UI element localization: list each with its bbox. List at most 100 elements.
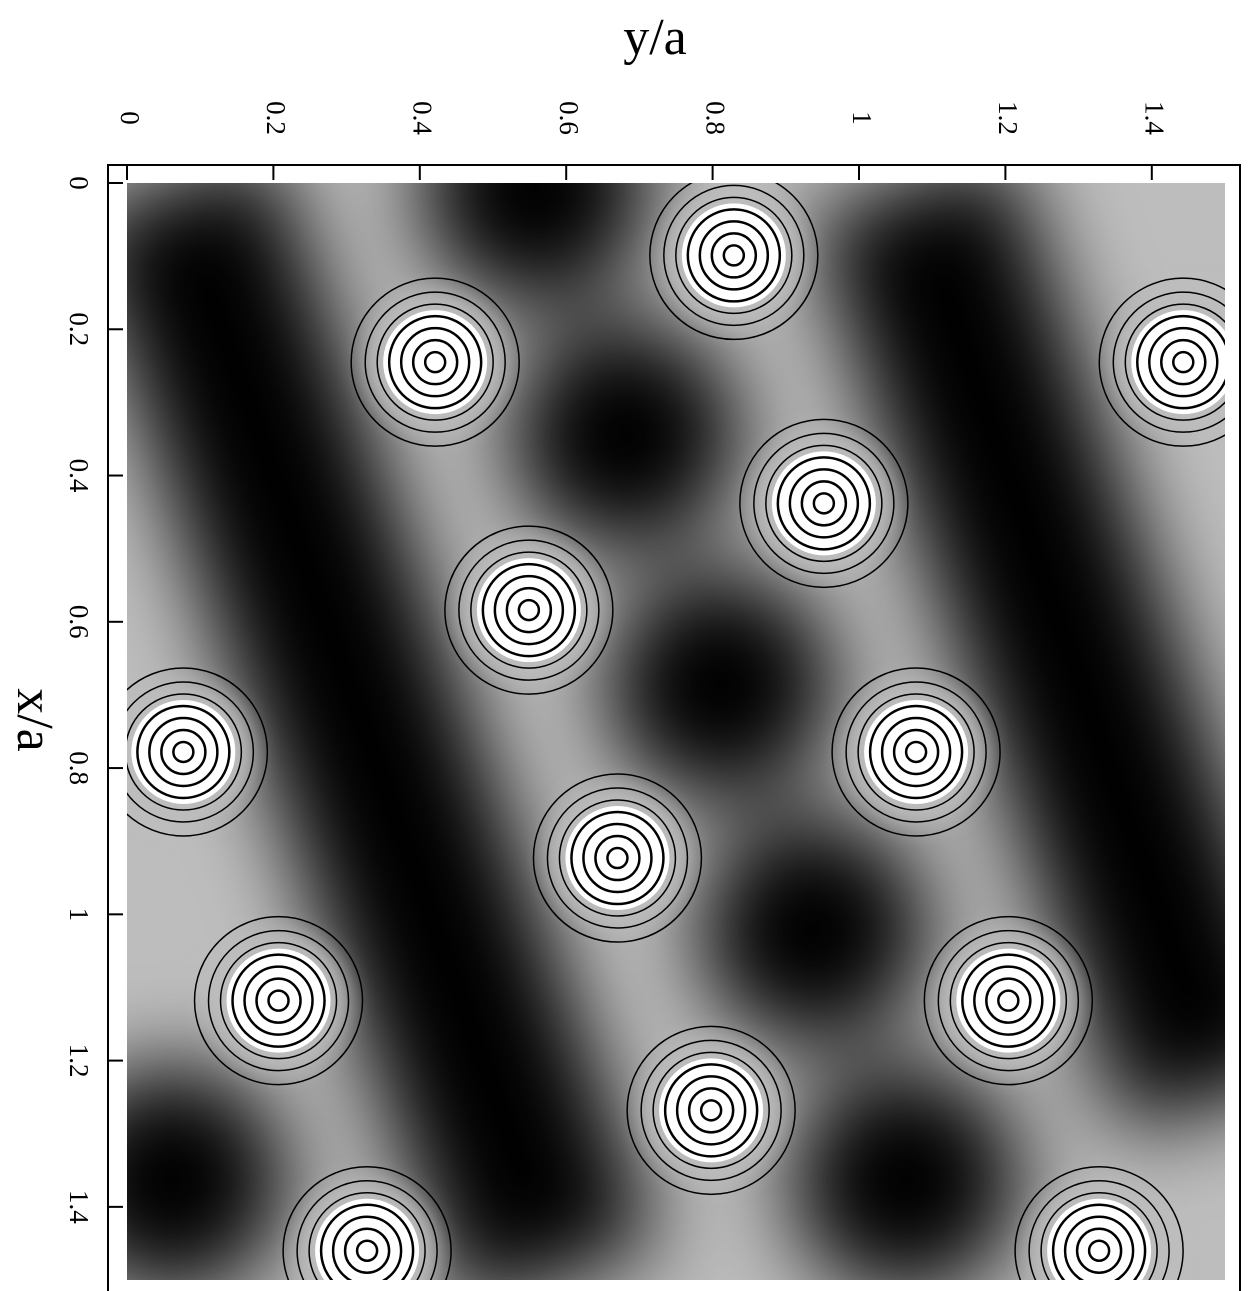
y-tick-label: 0.6 (64, 605, 94, 639)
contour-line (788, 468, 860, 539)
x-tick-label: 1.2 (993, 101, 1023, 135)
y-tick-label: 0 (64, 176, 94, 190)
peak-core (956, 948, 1061, 1053)
contour-line (1172, 350, 1195, 374)
frame (107, 164, 1241, 1291)
peak (626, 1025, 796, 1196)
contour-line (1098, 277, 1225, 447)
contour-line (904, 740, 928, 764)
x-tick-label: 1 (847, 111, 877, 125)
contour-line (376, 303, 494, 421)
contour-line (626, 1025, 796, 1196)
contour-line (686, 208, 782, 303)
contour-line (172, 740, 195, 764)
contour-line (1028, 1180, 1170, 1280)
plot-area (127, 183, 1225, 1280)
y-tick-label: 0.2 (64, 312, 94, 346)
peak-core (315, 1198, 420, 1280)
contour-line (997, 989, 1020, 1012)
contour-line (343, 1227, 391, 1274)
contour-line (1124, 303, 1225, 421)
contour-line (949, 941, 1068, 1060)
contour-line (127, 693, 243, 811)
peak (1014, 1166, 1184, 1280)
peak (923, 915, 1094, 1086)
contour-line (722, 244, 746, 267)
peak (193, 915, 364, 1086)
contour-line (892, 728, 940, 776)
contour-line (868, 704, 964, 800)
peak (532, 773, 703, 943)
peak (831, 667, 1001, 837)
peak (127, 667, 269, 837)
contour-line (753, 432, 895, 575)
contour-line (1112, 291, 1225, 433)
contour-line (331, 1215, 403, 1280)
contour-line (558, 799, 677, 917)
contour-line (698, 220, 770, 291)
contour-line (880, 716, 952, 788)
contour-line (1160, 338, 1207, 386)
contour-line (985, 977, 1032, 1024)
contour-line (517, 598, 541, 622)
contour-line (127, 667, 269, 837)
contour-line (973, 965, 1044, 1036)
peak-core (565, 806, 670, 911)
contour-line (136, 704, 231, 800)
contour-line (582, 822, 653, 894)
well (510, 320, 741, 551)
contour-line (937, 929, 1080, 1072)
contour-line (675, 196, 793, 315)
contour-line (1063, 1215, 1135, 1280)
contour-line (231, 953, 326, 1048)
valley (127, 183, 660, 1280)
valley (807, 183, 1225, 1135)
contour-line (570, 810, 665, 906)
contour-line (606, 846, 629, 870)
y-tick-label: 1 (64, 908, 94, 922)
contour-line (1040, 1192, 1158, 1280)
y-tick-label: 0.8 (64, 751, 94, 785)
contour-line (857, 693, 975, 811)
y-tick-label: 0.4 (64, 459, 94, 493)
contour-line (546, 787, 689, 929)
contour-line (663, 184, 805, 327)
contour-line (207, 929, 350, 1072)
contour-line (812, 492, 836, 515)
contour-line (765, 444, 883, 563)
peak (739, 418, 909, 589)
contour-line (160, 728, 207, 776)
x-tick-label: 0.4 (408, 101, 438, 135)
peak (444, 525, 614, 695)
well (420, 183, 651, 306)
peak-core (659, 1058, 764, 1163)
contour-line (219, 941, 338, 1060)
x-tick-label: 0.8 (700, 101, 730, 135)
contour-line (387, 314, 483, 410)
contour-line (282, 1166, 452, 1280)
contour-line (640, 1039, 782, 1182)
x-tick-label: 1.4 (1140, 101, 1170, 135)
peak-core (131, 699, 236, 804)
contour-line (532, 773, 703, 943)
contour-line (699, 1099, 723, 1122)
contour-line (148, 716, 219, 788)
contour-line (193, 915, 364, 1086)
contour-line (470, 551, 588, 669)
contour-line (1075, 1227, 1123, 1274)
contour-line (355, 1239, 379, 1262)
well (790, 1065, 1021, 1280)
peak-core (476, 558, 581, 663)
contour-line (800, 480, 848, 527)
contour-line (1014, 1166, 1184, 1280)
contour-line (243, 965, 314, 1036)
peak (649, 183, 819, 341)
contour-line (308, 1192, 426, 1280)
x-axis-title: y/a (623, 9, 687, 66)
x-tick-label: 0.2 (261, 101, 291, 135)
contour-line (961, 953, 1056, 1048)
contour-line (1087, 1239, 1111, 1262)
contour-line (458, 539, 600, 681)
contour-line (255, 977, 302, 1024)
